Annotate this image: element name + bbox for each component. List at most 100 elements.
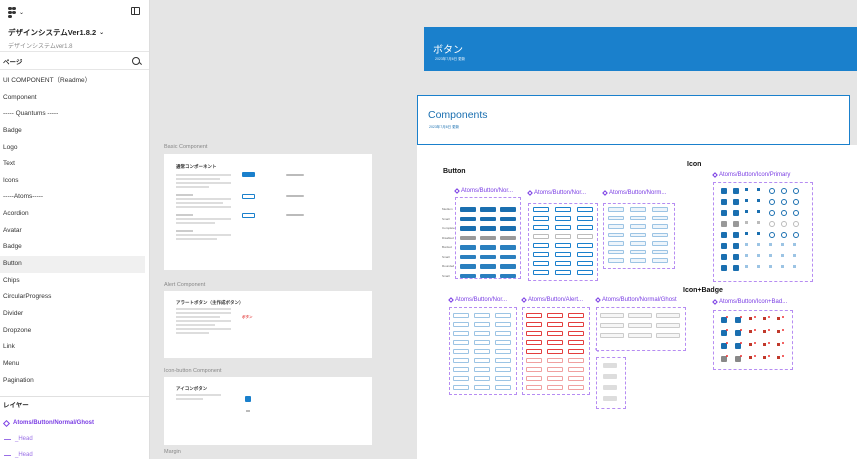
icon-swatch (757, 199, 760, 202)
page-item[interactable]: Menu (3, 359, 20, 367)
page-item[interactable]: Button (0, 256, 145, 273)
page-item[interactable]: CircularProgress (3, 293, 52, 301)
mini-button-swatch (577, 252, 593, 257)
components-board[interactable]: Button Icon Icon+Badge Atoms/Button/Nor.… (417, 145, 857, 459)
mini-button-swatch (500, 235, 516, 240)
component-label[interactable]: Atoms/Button/Nor... (527, 190, 586, 196)
alert-component-frame[interactable]: アラートボタン（主作成ボタン） ボタン (164, 291, 372, 358)
mini-button-swatch (460, 207, 476, 212)
mini-button-swatch (652, 258, 668, 263)
page-item[interactable]: Badge (3, 126, 22, 134)
page-item[interactable]: Badge (3, 243, 22, 251)
icon-swatch (757, 188, 760, 191)
mini-button-swatch (460, 264, 476, 269)
page-item[interactable]: Component (3, 93, 37, 101)
mini-button-swatch (495, 376, 511, 381)
frame-heading: 通常コンポーネント (176, 164, 217, 169)
mini-button-swatch (652, 241, 668, 246)
sample-icon-label (246, 410, 250, 412)
icon-badge-swatch (721, 343, 727, 349)
mini-button-swatch (568, 331, 584, 336)
icon-swatch (769, 265, 772, 268)
mini-button-swatch (577, 243, 593, 248)
page-item[interactable]: Chips (3, 276, 20, 284)
page-item[interactable]: Avatar (3, 226, 22, 234)
icon-swatch (721, 265, 727, 271)
mini-button-swatch (608, 249, 624, 254)
mini-button-swatch (453, 376, 469, 381)
file-title[interactable]: デザインシステムVer1.8.2 ⌄ (8, 27, 141, 38)
component-label[interactable]: Atoms/Button/Alert... (521, 297, 583, 303)
sample-icon-button (245, 396, 251, 402)
page-item[interactable]: ----- Quantums ----- (3, 110, 59, 118)
page-item[interactable]: Acordion (3, 210, 29, 218)
mini-button-swatch (500, 273, 516, 278)
icon-badge-swatch (735, 356, 741, 362)
mini-button-swatch (600, 323, 624, 328)
icon-badge-swatch (735, 330, 741, 336)
toggle-panel-icon[interactable] (131, 7, 140, 15)
layer-item[interactable]: _Head (0, 447, 149, 459)
icon-swatch (793, 199, 799, 205)
component-label[interactable]: Atoms/Button/Normal/Ghost (595, 297, 677, 303)
icon-badge-swatch (763, 317, 766, 320)
mini-button-swatch (608, 241, 624, 246)
mini-button-swatch (555, 270, 571, 275)
mini-button-swatch (603, 363, 617, 368)
mini-button-swatch (480, 216, 496, 221)
file-header: ⌄ デザインシステムVer1.8.2 ⌄ デザインシステムver1.8 (0, 0, 149, 52)
badge-dot (740, 355, 742, 357)
icon-badge-swatch (735, 343, 741, 349)
badge-dot (782, 355, 784, 357)
page-item[interactable]: Dropzone (3, 326, 32, 334)
component-icon (2, 419, 11, 427)
page-item[interactable]: -----Atoms----- (3, 193, 44, 201)
mini-button-swatch (453, 358, 469, 363)
layers-panel: レイヤー Atoms/Button/Normal/Ghost _Head _He… (0, 396, 149, 459)
design-canvas[interactable]: Basic Component 通常コンポーネント Alert Componen… (151, 0, 857, 459)
basic-component-frame[interactable]: 通常コンポーネント (164, 154, 372, 270)
icon-swatch (793, 221, 799, 227)
page-list: UI COMPONENT（Readme） Component ----- Quant… (0, 70, 149, 389)
page-item[interactable]: Logo (3, 143, 18, 151)
mini-button-swatch (652, 207, 668, 212)
page-item[interactable]: Icons (3, 176, 19, 184)
icon-swatch (721, 188, 727, 194)
banner-date: 2023年7月6日 更新 (435, 57, 466, 61)
icon-swatch (733, 210, 739, 216)
mini-button-swatch (495, 322, 511, 327)
icon-swatch (745, 243, 748, 246)
banner-title: ボタン (433, 45, 463, 56)
mini-button-swatch (526, 349, 542, 354)
mini-button-swatch (474, 340, 490, 345)
row-label: Medium (442, 207, 453, 211)
mini-button-swatch (460, 245, 476, 250)
page-item[interactable]: Text (3, 160, 15, 168)
page-banner[interactable]: ボタン 2023年7月6日 更新 (424, 27, 857, 71)
layer-item[interactable]: _Head (0, 431, 149, 447)
mini-button-swatch (547, 367, 563, 372)
page-item[interactable]: UI COMPONENT（Readme） (3, 77, 92, 84)
component-label[interactable]: Atoms/Button/Icon/Primary (712, 172, 790, 178)
page-item[interactable]: Pagination (3, 376, 34, 384)
search-icon[interactable] (132, 56, 140, 65)
component-label[interactable]: Atoms/Button/Norm... (602, 190, 666, 196)
icon-swatch (769, 254, 772, 257)
component-label[interactable]: Atoms/Button/Icon+Bad... (712, 299, 787, 305)
component-label[interactable]: Atoms/Button/Nor... (448, 297, 507, 303)
icon-badge-swatch (721, 356, 727, 362)
page-item[interactable]: Divider (3, 309, 24, 317)
icon-swatch (757, 210, 760, 213)
components-header-frame[interactable]: Components 2023年7月6日 更新 (417, 95, 850, 145)
row-label: Rounded (442, 264, 455, 268)
component-label[interactable]: Atoms/Button/Nor... (454, 188, 513, 194)
mini-button-swatch (568, 322, 584, 327)
main-menu-button[interactable]: ⌄ (8, 6, 141, 18)
layer-item[interactable]: Atoms/Button/Normal/Ghost (0, 415, 149, 431)
section-label-basic: Basic Component (164, 144, 208, 150)
file-subtitle: デザインシステムver1.8 (8, 44, 73, 50)
icon-badge-swatch (777, 356, 780, 359)
icon-button-component-frame[interactable]: アイコンボタン (164, 377, 372, 445)
icon-badge-swatch (763, 343, 766, 346)
page-item[interactable]: Link (3, 343, 15, 351)
